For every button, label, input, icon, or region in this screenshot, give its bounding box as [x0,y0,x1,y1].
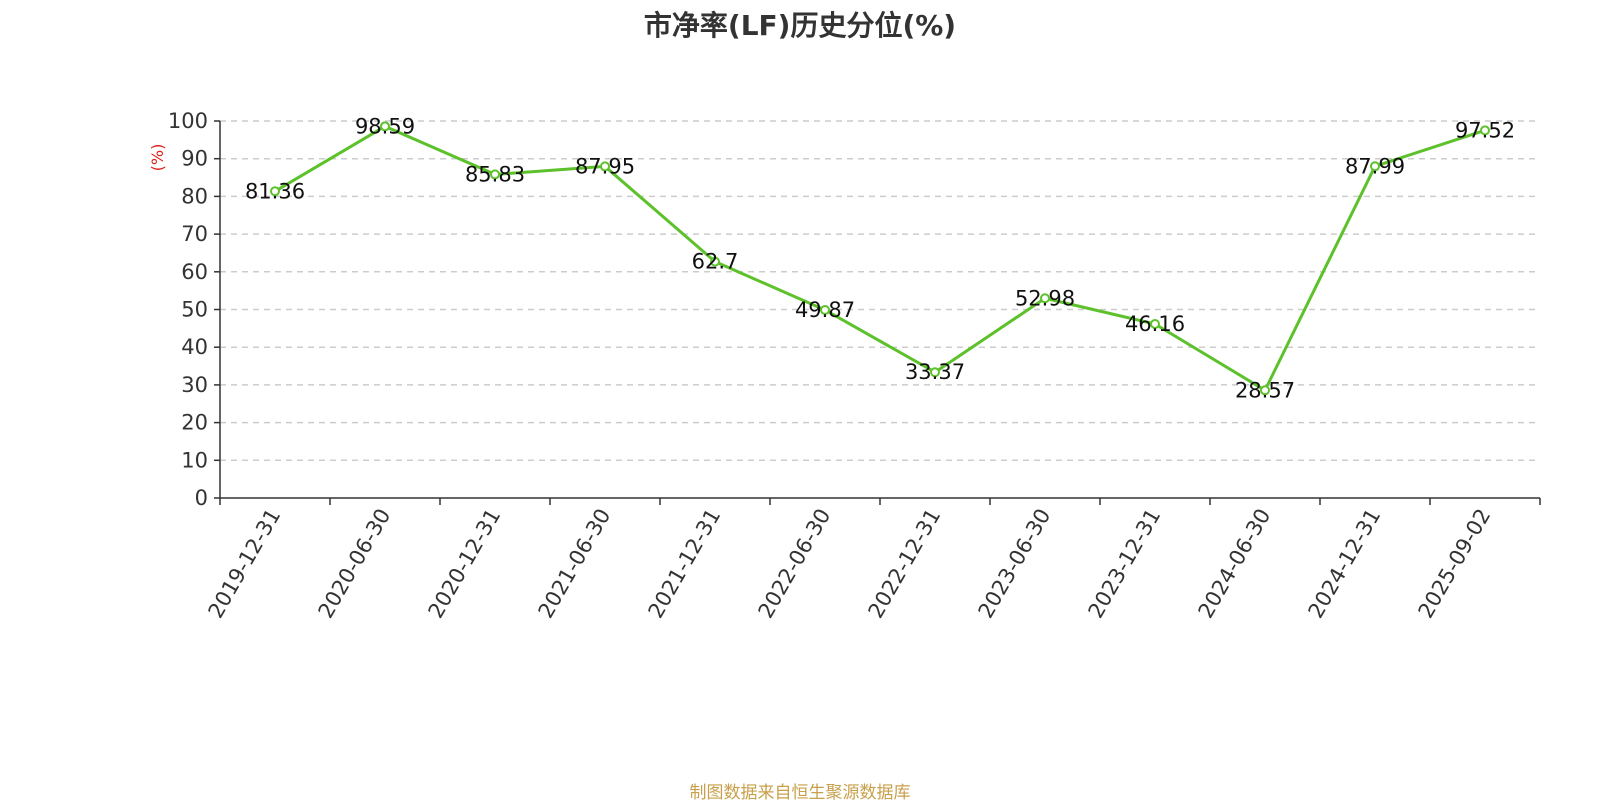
data-label: 98.59 [355,114,415,138]
x-tick-label: 2020-12-31 [424,505,506,623]
y-tick-label: 60 [181,260,208,284]
data-point [1260,385,1270,396]
data-label: 28.57 [1235,378,1295,402]
y-tick-label: 70 [181,222,208,246]
data-point [1480,125,1490,136]
x-tick-label: 2024-06-30 [1194,505,1276,623]
y-tick-label: 30 [181,373,208,397]
data-label: 81.36 [245,179,305,203]
data-label: 49.87 [795,298,855,322]
y-tick-label: 80 [181,184,208,208]
y-tick-label: 90 [181,147,208,171]
y-tick-label: 40 [181,335,208,359]
x-tick-label: 2023-12-31 [1084,505,1166,623]
y-axis-unit-label: (%) [148,144,167,172]
y-tick-label: 50 [181,298,208,322]
x-tick-label: 2019-12-31 [204,505,286,623]
x-tick-label: 2022-12-31 [864,505,946,623]
data-label: 62.7 [692,250,739,274]
data-label: 46.16 [1125,312,1185,336]
data-label: 87.99 [1345,154,1405,178]
y-tick-label: 10 [181,448,208,472]
x-tick-label: 2020-06-30 [314,505,396,623]
data-point [710,256,720,267]
x-tick-label: 2024-12-31 [1304,505,1386,623]
data-point [1150,318,1160,329]
data-point [1040,293,1050,304]
x-tick-label: 2023-06-30 [974,505,1056,623]
x-tick-label: 2022-06-30 [754,505,836,623]
series-layer [270,121,1490,396]
data-label: 33.37 [905,360,965,384]
data-label: 52.98 [1015,286,1075,310]
data-label: 85.83 [465,162,525,186]
data-point [930,367,940,378]
data-point [820,304,830,315]
x-tick-label: 2021-12-31 [644,505,726,623]
data-label: 87.95 [575,154,635,178]
data-point [270,186,280,197]
source-note: 制图数据来自恒生聚源数据库 [689,783,911,803]
grid-layer [220,120,1540,462]
x-tick-label: 2025-09-02 [1414,505,1496,623]
axis-layer: 0 10 20 30 40 50 60 70 80 90 100(%) 2019-12-31 2020-… [148,109,1541,623]
data-point [1370,161,1380,172]
y-tick-label: 0 [195,486,208,510]
x-tick-label: 2021-06-30 [534,505,616,623]
y-tick-label: 100 [168,109,208,133]
data-label: 97.52 [1455,118,1515,142]
y-tick-label: 20 [181,411,208,435]
data-point [380,121,390,132]
label-layer: 81.36 98.59 85.83 87.95 62.7 49.87 33.37 52.98 4… [245,114,1515,402]
data-point [490,169,500,180]
series-line [274,124,1486,392]
chart-title: 市净率(LF)历史分位(%) [643,9,957,42]
data-point [600,161,610,172]
